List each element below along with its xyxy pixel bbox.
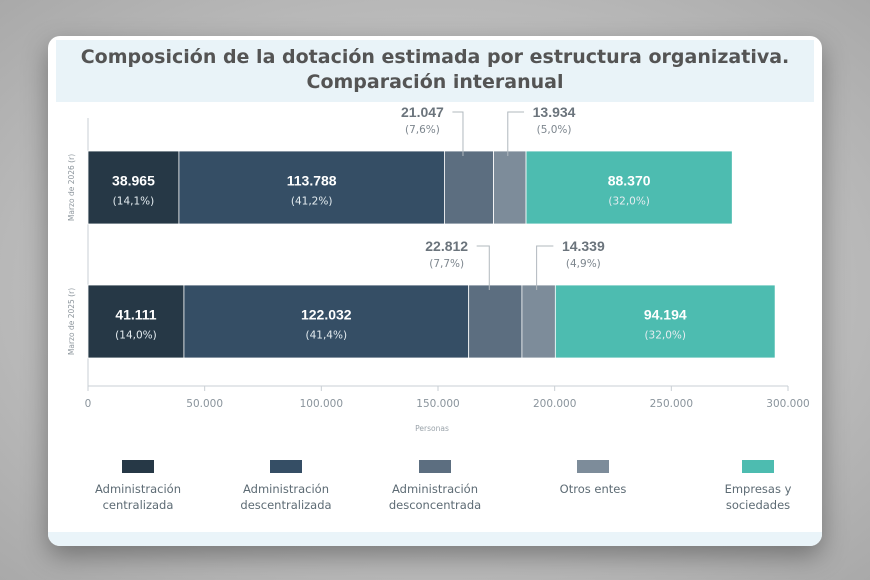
legend-swatch	[419, 460, 451, 473]
data-label-value: 113.788	[287, 173, 337, 189]
data-label-percent: (41,4%)	[306, 330, 348, 342]
data-label-value: 22.812	[425, 238, 468, 254]
x-tick-label: 50.000	[186, 398, 223, 410]
data-label-percent: (14,0%)	[115, 330, 157, 342]
data-label-percent: (4,9%)	[566, 258, 601, 270]
chart-title-line-1: Composición de la dotación estimada por …	[80, 46, 790, 68]
legend-label: Administración desconcentrada	[388, 482, 482, 512]
x-tick-label: 300.000	[766, 398, 809, 410]
x-axis-label: Personas	[415, 424, 449, 433]
bar-segment	[525, 150, 733, 225]
data-label-value: 41.111	[115, 307, 156, 323]
leader-line	[452, 111, 464, 156]
x-tick-label: 0	[85, 398, 92, 410]
x-tick-label: 250.000	[650, 398, 693, 410]
legend-item: Empresas y sociedades	[683, 456, 822, 513]
x-tick-label: 100.000	[300, 398, 343, 410]
leader-line	[476, 245, 490, 290]
data-label-percent: (41,2%)	[291, 196, 333, 208]
bar-segment	[87, 150, 180, 225]
bar-segment	[178, 150, 445, 225]
data-label-percent: (32,0%)	[608, 196, 650, 208]
legend-swatch	[270, 460, 302, 473]
bar-segment	[468, 284, 523, 359]
stacked-bar-chart: 0 50.000 100.000 150.000 200.000 250.000 300.0…	[67, 104, 810, 433]
data-label-value: 94.194	[644, 307, 687, 323]
bar-segment	[444, 150, 494, 225]
chart-card: Composición de la dotación estimada por …	[48, 36, 822, 546]
data-label-value: 14.339	[562, 238, 605, 254]
category-label: Marzo de 2025 (r)	[67, 288, 76, 355]
x-tick-label: 200.000	[533, 398, 576, 410]
legend-swatch	[577, 460, 609, 473]
leader-line	[507, 111, 525, 156]
leader-line	[536, 245, 554, 290]
legend-label: Empresas y sociedades	[724, 482, 792, 512]
category-label: Marzo de 2026 (r)	[67, 154, 76, 221]
bar-segment	[183, 284, 470, 359]
legend-label: Administración descentralizada	[240, 482, 332, 512]
chart-title-line-2: Comparación interanual	[306, 71, 564, 93]
bar-segment	[521, 284, 556, 359]
data-label-value: 21.047	[401, 104, 444, 120]
data-label-percent: (32,0%)	[644, 330, 686, 342]
x-tick-label: 150.000	[416, 398, 459, 410]
data-label-value: 13.934	[533, 104, 576, 120]
data-label-value: 88.370	[608, 173, 651, 189]
data-label-percent: (7,6%)	[405, 124, 440, 136]
bar-segment	[493, 150, 527, 225]
chart-title: Composición de la dotación estimada por …	[48, 45, 822, 95]
legend-item: Otros entes	[518, 456, 668, 497]
title-band	[56, 40, 814, 102]
data-label-percent: (5,0%)	[537, 124, 572, 136]
bottom-strip	[48, 532, 822, 546]
legend-label: Administración centralizada	[95, 482, 181, 512]
legend-item: Administración descentralizada	[211, 456, 361, 513]
data-label-percent: (7,7%)	[429, 258, 464, 270]
data-label-value: 38.965	[112, 173, 155, 189]
bar-segment	[87, 284, 185, 359]
legend-item: Administración centralizada	[63, 456, 213, 513]
data-label-value: 122.032	[301, 307, 352, 323]
bar-segment	[554, 284, 776, 359]
data-label-percent: (14,1%)	[113, 196, 155, 208]
legend-swatch	[742, 460, 774, 473]
legend-swatch	[122, 460, 154, 473]
legend-label: Otros entes	[559, 482, 627, 496]
legend-item: Administración desconcentrada	[360, 456, 510, 513]
chart-legend: Administración centralizada Administració…	[48, 456, 822, 526]
